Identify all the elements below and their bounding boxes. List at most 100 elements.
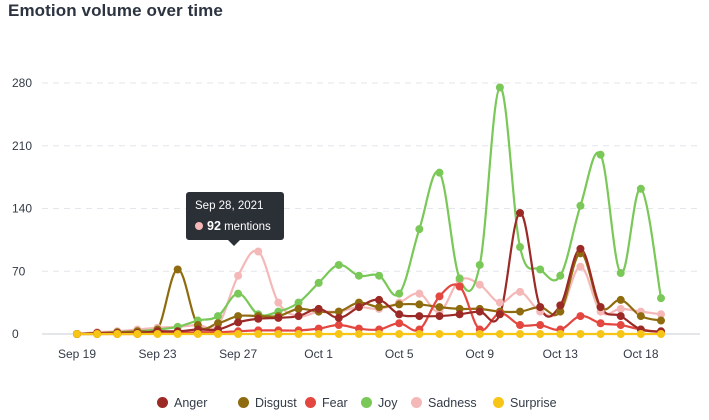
data-point-joy[interactable] (556, 271, 565, 280)
data-point-surprise[interactable] (314, 330, 323, 338)
data-point-anger[interactable] (234, 318, 243, 327)
legend-item-surprise[interactable]: Surprise (493, 396, 557, 410)
data-point-disgust[interactable] (173, 265, 182, 274)
data-point-disgust[interactable] (556, 307, 565, 316)
data-point-surprise[interactable] (415, 330, 424, 338)
legend-item-disgust[interactable]: Disgust (238, 396, 297, 410)
data-point-disgust[interactable] (516, 307, 525, 316)
legend-item-fear[interactable]: Fear (305, 396, 348, 410)
data-point-surprise[interactable] (616, 330, 625, 338)
data-point-anger[interactable] (556, 301, 565, 310)
legend-item-sadness[interactable]: Sadness (411, 396, 477, 410)
data-point-anger[interactable] (294, 312, 303, 321)
data-point-sadness[interactable] (234, 271, 243, 280)
data-point-surprise[interactable] (334, 330, 343, 338)
data-point-disgust[interactable] (234, 312, 243, 321)
data-point-surprise[interactable] (73, 330, 81, 338)
data-point-surprise[interactable] (133, 330, 142, 338)
data-point-joy[interactable] (435, 168, 444, 177)
data-point-surprise[interactable] (213, 330, 222, 338)
data-point-anger[interactable] (334, 313, 343, 322)
data-point-anger[interactable] (455, 310, 464, 319)
data-point-surprise[interactable] (153, 330, 162, 338)
data-point-surprise[interactable] (93, 330, 102, 338)
data-point-surprise[interactable] (536, 330, 545, 338)
data-point-anger[interactable] (274, 313, 283, 322)
data-point-sadness[interactable] (415, 289, 424, 298)
data-point-surprise[interactable] (636, 330, 645, 338)
data-point-joy[interactable] (354, 271, 363, 280)
data-point-disgust[interactable] (435, 303, 444, 312)
data-point-joy[interactable] (234, 289, 243, 298)
legend-item-joy[interactable]: Joy (361, 396, 397, 410)
data-point-sadness[interactable] (516, 287, 525, 296)
data-point-anger[interactable] (596, 303, 605, 312)
data-point-joy[interactable] (375, 271, 384, 280)
data-point-joy[interactable] (334, 260, 343, 269)
data-point-fear[interactable] (516, 321, 525, 330)
data-point-anger[interactable] (415, 312, 424, 321)
data-point-surprise[interactable] (657, 330, 665, 338)
data-point-fear[interactable] (536, 321, 545, 330)
data-point-surprise[interactable] (193, 330, 202, 338)
data-point-surprise[interactable] (173, 330, 182, 338)
data-point-surprise[interactable] (576, 330, 585, 338)
data-point-joy[interactable] (596, 150, 605, 159)
data-point-surprise[interactable] (455, 330, 464, 338)
data-point-anger[interactable] (354, 303, 363, 312)
data-point-joy[interactable] (475, 260, 484, 269)
data-point-joy[interactable] (395, 289, 404, 298)
data-point-fear[interactable] (616, 321, 625, 330)
data-point-surprise[interactable] (294, 330, 303, 338)
data-point-anger[interactable] (616, 312, 625, 321)
data-point-surprise[interactable] (596, 330, 605, 338)
data-point-surprise[interactable] (234, 330, 243, 338)
data-point-surprise[interactable] (435, 330, 444, 338)
data-point-surprise[interactable] (375, 330, 384, 338)
data-point-disgust[interactable] (395, 300, 404, 309)
data-point-anger[interactable] (314, 304, 323, 313)
data-point-surprise[interactable] (354, 330, 363, 338)
data-point-surprise[interactable] (516, 330, 525, 338)
data-point-sadness[interactable] (475, 280, 484, 289)
data-point-joy[interactable] (576, 201, 585, 210)
data-point-sadness[interactable] (657, 310, 665, 319)
data-point-sadness[interactable] (576, 262, 585, 271)
data-point-joy[interactable] (455, 274, 464, 283)
data-point-disgust[interactable] (657, 316, 665, 325)
data-point-anger[interactable] (254, 314, 263, 323)
legend-item-anger[interactable]: Anger (157, 396, 207, 410)
data-point-anger[interactable] (516, 208, 525, 217)
data-point-surprise[interactable] (274, 330, 283, 338)
data-point-disgust[interactable] (334, 307, 343, 316)
data-point-sadness[interactable] (495, 298, 504, 307)
data-point-surprise[interactable] (556, 330, 565, 338)
data-point-joy[interactable] (314, 278, 323, 287)
data-point-surprise[interactable] (475, 330, 484, 338)
data-point-sadness[interactable] (616, 304, 625, 313)
data-point-joy[interactable] (616, 269, 625, 278)
data-point-joy[interactable] (536, 265, 545, 274)
data-point-joy[interactable] (516, 243, 525, 252)
data-point-fear[interactable] (576, 312, 585, 321)
data-point-surprise[interactable] (495, 330, 504, 338)
data-point-surprise[interactable] (395, 330, 404, 338)
data-point-joy[interactable] (213, 312, 222, 321)
data-point-anger[interactable] (495, 310, 504, 319)
data-point-disgust[interactable] (294, 304, 303, 313)
data-point-joy[interactable] (415, 225, 424, 234)
data-point-disgust[interactable] (415, 300, 424, 309)
data-point-anger[interactable] (576, 244, 585, 253)
data-point-anger[interactable] (475, 307, 484, 316)
data-point-disgust[interactable] (213, 319, 222, 328)
data-point-anger[interactable] (375, 295, 384, 304)
data-point-fear[interactable] (596, 319, 605, 328)
data-point-sadness[interactable] (254, 247, 263, 256)
data-point-fear[interactable] (435, 292, 444, 301)
data-point-joy[interactable] (495, 83, 504, 92)
data-point-disgust[interactable] (375, 303, 384, 312)
data-point-disgust[interactable] (616, 295, 625, 304)
data-point-joy[interactable] (294, 298, 303, 307)
data-point-anger[interactable] (536, 303, 545, 312)
data-point-anger[interactable] (435, 312, 444, 321)
